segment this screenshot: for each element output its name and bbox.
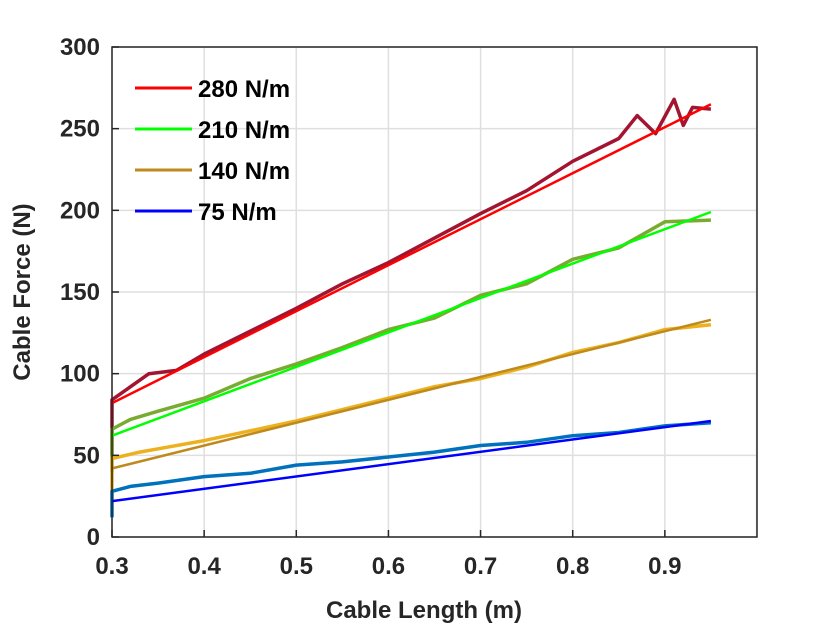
axes-box [111, 46, 758, 538]
x-tick-label: 0.4 [187, 553, 221, 580]
y-tick-label: 300 [60, 34, 100, 61]
series-fit-line [111, 419, 712, 503]
y-tick-label: 100 [60, 361, 100, 388]
x-tick-label: 0.7 [464, 553, 497, 580]
legend: 280 N/m 210 N/m 140 N/m 75 N/m [135, 76, 290, 226]
x-axis-label: Cable Length (m) [326, 597, 522, 624]
x-tick-label: 0.5 [280, 553, 313, 580]
series-measured-line [110, 218, 711, 472]
axes [111, 46, 758, 538]
series-fit-line [111, 318, 712, 470]
x-tick-label: 0.6 [372, 553, 405, 580]
y-tick-label: 200 [60, 197, 100, 224]
series-fit-line [111, 210, 712, 437]
legend-label: 75 N/m [198, 199, 277, 226]
x-tick-label: 0.8 [556, 553, 589, 580]
y-tick-label: 150 [60, 279, 100, 306]
legend-label: 210 N/m [198, 117, 290, 144]
y-tick-labels: 0 50 100 150 200 250 300 [60, 34, 100, 551]
y-tick-label: 0 [87, 524, 100, 551]
series-fit-line [111, 103, 712, 405]
x-tick-label: 0.3 [95, 553, 128, 580]
y-axis-label: Cable Force (N) [9, 203, 36, 380]
legend-label: 140 N/m [198, 158, 290, 185]
x-tick-label: 0.9 [648, 553, 681, 580]
y-tick-label: 50 [73, 442, 100, 469]
y-tick-label: 250 [60, 116, 100, 143]
series-measured-line [110, 420, 712, 518]
legend-label: 280 N/m [198, 76, 290, 103]
x-tick-labels: 0.3 0.4 0.5 0.6 0.7 0.8 0.9 [95, 553, 681, 580]
series-measured-line [110, 97, 712, 456]
series-layer [110, 97, 712, 518]
